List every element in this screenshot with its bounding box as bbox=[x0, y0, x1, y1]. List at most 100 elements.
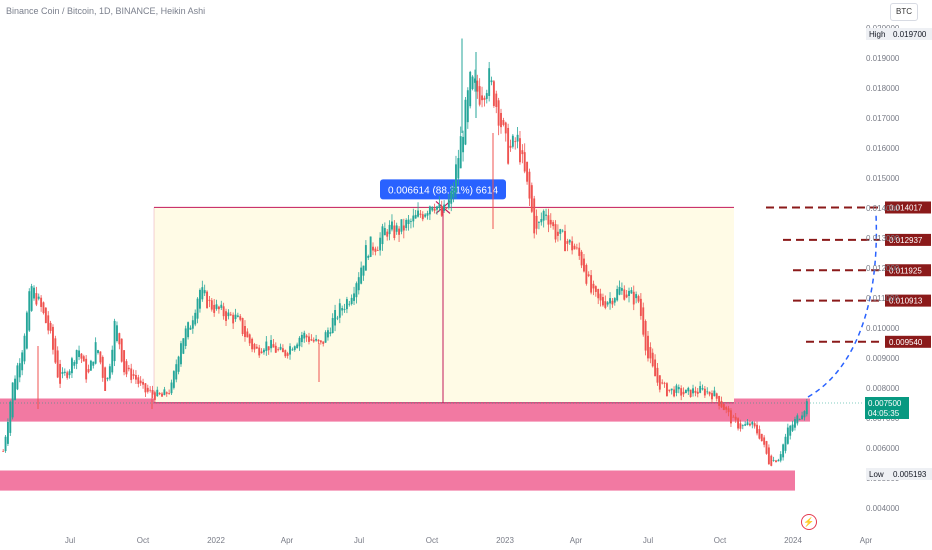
candle-body bbox=[59, 363, 62, 384]
candle-body bbox=[272, 344, 275, 348]
candle-body bbox=[47, 315, 50, 331]
candle-body bbox=[455, 164, 457, 193]
lightning-icon[interactable]: ⚡ bbox=[801, 514, 817, 530]
y-tick-label: 0.014000 bbox=[866, 204, 900, 213]
y-tick-label: 0.017000 bbox=[866, 114, 900, 123]
high-tag-value: 0.019700 bbox=[893, 30, 927, 39]
candle-body bbox=[146, 387, 149, 392]
candle-body bbox=[777, 459, 780, 462]
candle-body bbox=[227, 312, 230, 317]
candle-body bbox=[61, 372, 64, 374]
candle-body bbox=[222, 306, 225, 317]
candle-body bbox=[722, 404, 725, 411]
candle-body bbox=[213, 304, 216, 313]
candle-body bbox=[99, 351, 102, 363]
candle-body bbox=[291, 349, 294, 351]
candle-body bbox=[2, 451, 5, 452]
candle-body bbox=[476, 80, 479, 92]
candle-body bbox=[571, 241, 574, 251]
candle-body bbox=[604, 301, 607, 308]
candle-body bbox=[789, 425, 792, 436]
candle-body bbox=[457, 158, 460, 179]
candle-body bbox=[6, 421, 9, 444]
candle-body bbox=[381, 226, 384, 245]
candle-body bbox=[198, 289, 201, 309]
candle-body bbox=[414, 214, 417, 219]
candle-body bbox=[760, 433, 763, 442]
candle-body bbox=[791, 424, 794, 431]
candle-body bbox=[391, 221, 393, 230]
candle-body bbox=[803, 411, 806, 418]
candle-body bbox=[312, 339, 315, 342]
candle-body bbox=[554, 224, 557, 240]
candle-body bbox=[253, 344, 256, 350]
candle-body bbox=[618, 286, 621, 295]
candle-body bbox=[445, 207, 448, 209]
candle-body bbox=[402, 225, 405, 231]
candle-body bbox=[348, 303, 351, 305]
candle-body bbox=[229, 314, 232, 316]
candle-body bbox=[663, 382, 666, 384]
candle-body bbox=[786, 427, 789, 444]
candle-body bbox=[400, 219, 403, 232]
candle-body bbox=[184, 328, 187, 346]
candle-body bbox=[511, 135, 514, 147]
candle-body bbox=[246, 331, 249, 338]
candle-body bbox=[628, 290, 630, 296]
candle-body bbox=[407, 219, 410, 224]
candle-body bbox=[177, 356, 180, 372]
candle-body bbox=[137, 377, 140, 384]
candle-body bbox=[322, 341, 325, 344]
candle-body bbox=[393, 225, 396, 239]
candle-body bbox=[623, 289, 626, 300]
candle-body bbox=[568, 239, 571, 243]
y-tick-label: 0.013000 bbox=[866, 234, 900, 243]
candle-body bbox=[54, 338, 57, 363]
candle-body bbox=[639, 298, 642, 316]
candle-body bbox=[772, 460, 775, 461]
candle-body bbox=[656, 367, 659, 383]
candle-body bbox=[388, 224, 391, 235]
candle-body bbox=[367, 255, 370, 258]
candle-body bbox=[33, 287, 35, 299]
support-zone bbox=[0, 470, 795, 491]
candle-body bbox=[132, 374, 135, 376]
candle-body bbox=[63, 371, 66, 373]
candle-body bbox=[670, 388, 673, 391]
candle-body bbox=[644, 321, 647, 351]
candle-body bbox=[248, 334, 251, 344]
candle-body bbox=[336, 317, 339, 319]
candle-body bbox=[210, 300, 213, 310]
candle-body bbox=[274, 345, 277, 353]
candle-body bbox=[689, 389, 692, 397]
currency-button[interactable]: BTC bbox=[890, 3, 918, 21]
candle-body bbox=[73, 362, 76, 366]
high-tag-bg bbox=[890, 28, 932, 40]
candle-body bbox=[666, 383, 668, 397]
candle-body bbox=[756, 424, 758, 434]
candle-body bbox=[163, 389, 166, 396]
candle-body bbox=[203, 290, 206, 294]
candle-body bbox=[225, 311, 227, 321]
candle-body bbox=[134, 375, 137, 380]
candle-body bbox=[654, 359, 657, 377]
candle-body bbox=[580, 251, 583, 266]
candle-body bbox=[692, 388, 694, 394]
candle-body bbox=[516, 134, 519, 142]
candle-body bbox=[305, 335, 308, 338]
candle-body bbox=[153, 392, 156, 400]
y-tick-label: 0.006000 bbox=[866, 444, 900, 453]
candle-body bbox=[590, 275, 593, 293]
target-tag-text: 0.012937 bbox=[889, 236, 923, 245]
last-price-bg bbox=[865, 397, 909, 419]
candle-body bbox=[585, 265, 588, 284]
candle-body bbox=[651, 352, 654, 367]
candle-body bbox=[632, 291, 635, 305]
target-tag-bg bbox=[885, 233, 931, 246]
candle-body bbox=[220, 304, 223, 308]
candle-body bbox=[583, 258, 585, 272]
candle-body bbox=[794, 419, 796, 428]
candle-body bbox=[547, 215, 550, 225]
